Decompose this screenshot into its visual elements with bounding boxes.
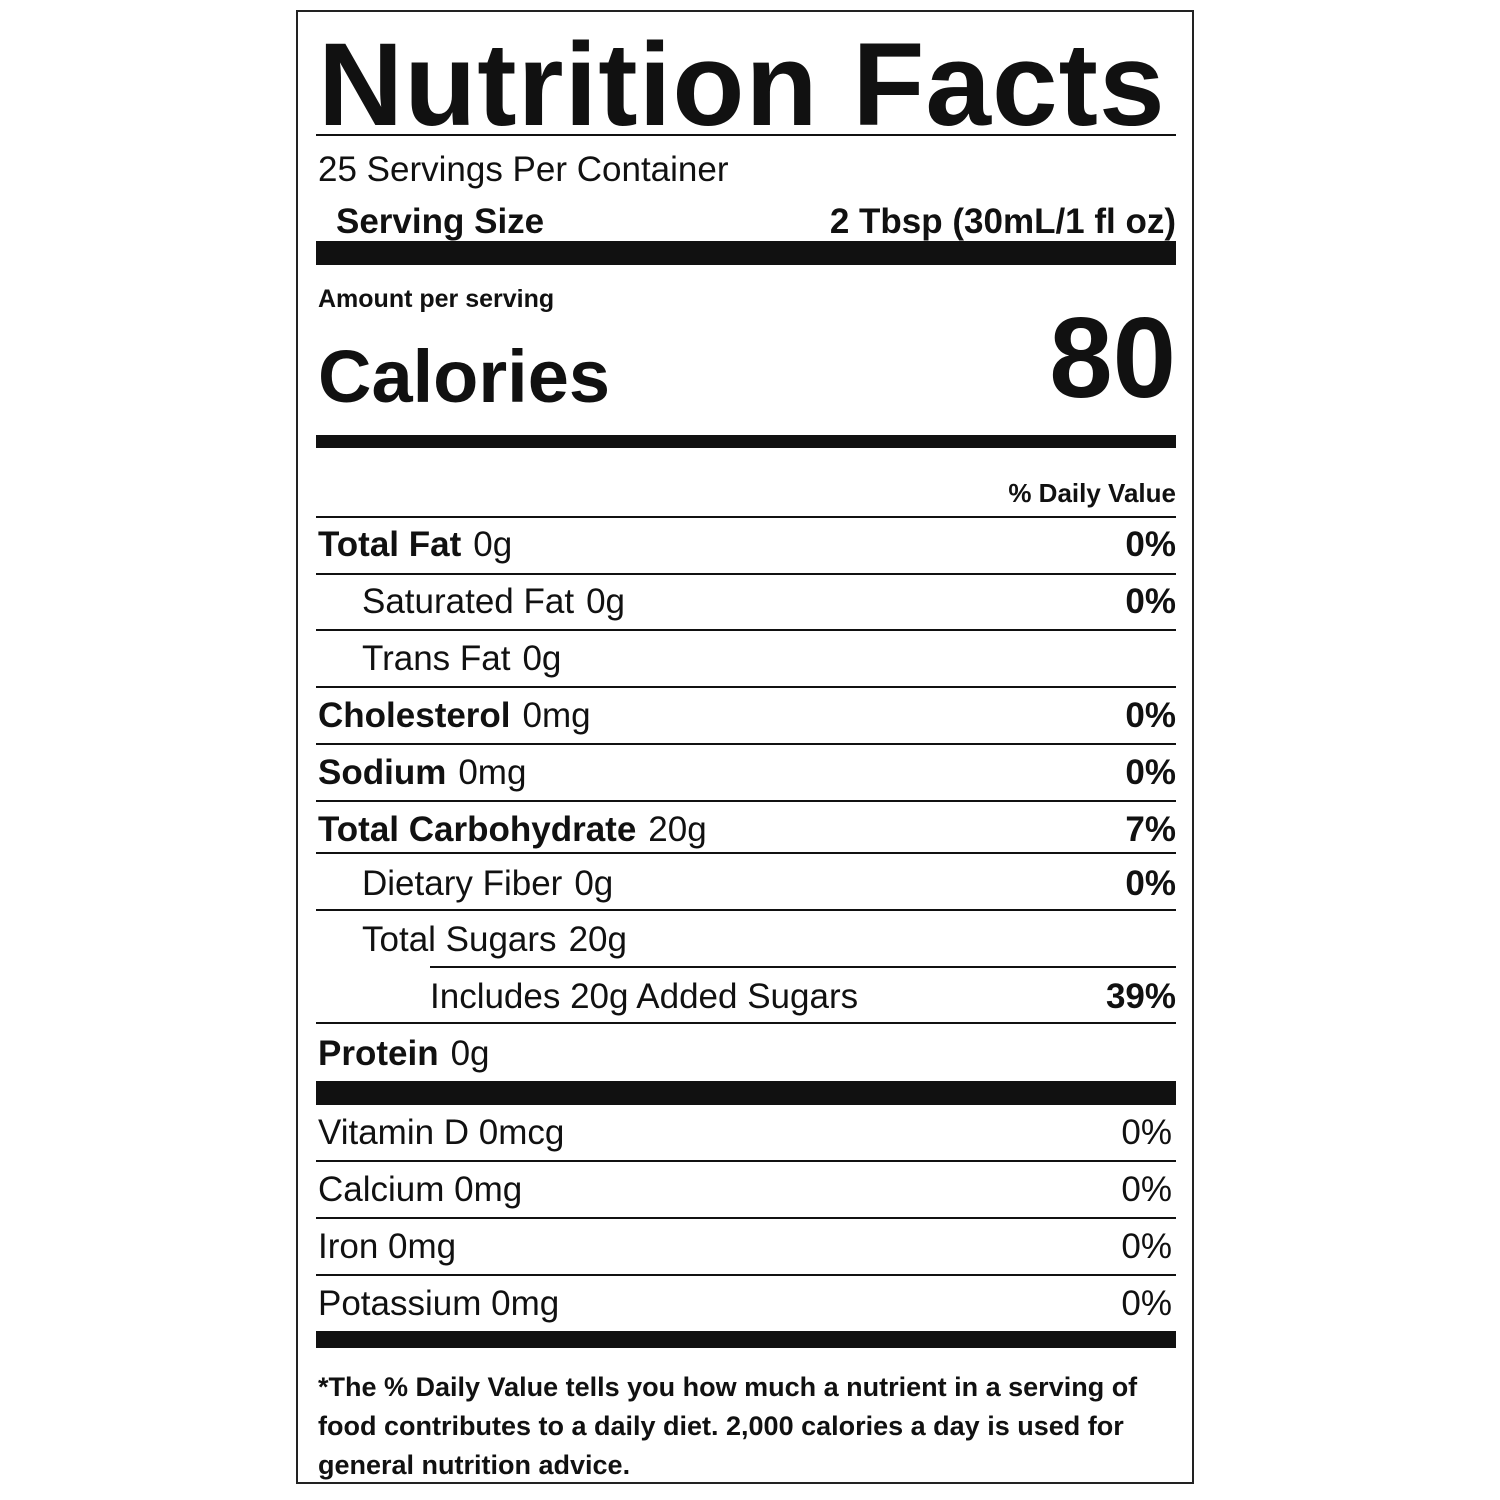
divider-thick: [316, 435, 1176, 448]
nutrient-row: Sodium 0mg: [318, 755, 526, 790]
nutrient-name: Total Fat: [318, 525, 462, 564]
nutrient-amount: 0g: [586, 582, 626, 621]
nutrient-daily-value: 7%: [1125, 810, 1176, 849]
servings-per-container: 25 Servings Per Container: [318, 150, 729, 189]
divider-thick: [316, 241, 1176, 265]
nutrient-name: Includes 20g Added Sugars: [430, 977, 859, 1016]
divider: [316, 800, 1176, 802]
serving-size-value: 2 Tbsp (30mL/1 fl oz): [829, 202, 1176, 241]
vitamin-daily-value: 0%: [1121, 1284, 1172, 1323]
nutrient-amount: 0mg: [522, 696, 591, 735]
divider: [316, 573, 1176, 575]
amount-per-serving: Amount per serving: [318, 285, 555, 313]
divider: [316, 1217, 1176, 1219]
nutrient-name: Total Carbohydrate: [318, 810, 637, 849]
daily-value-header: % Daily Value: [1008, 478, 1176, 508]
nutrient-amount: 0g: [450, 1034, 490, 1073]
nutrient-row: Trans Fat 0g: [362, 641, 561, 676]
nutrient-daily-value: 0%: [1125, 525, 1176, 564]
nutrient-row: Saturated Fat 0g: [362, 584, 625, 619]
serving-size-label: Serving Size: [336, 202, 545, 241]
nutrient-name: Saturated Fat: [362, 582, 575, 621]
vitamin-name: Calcium 0mg: [318, 1170, 523, 1209]
divider: [316, 909, 1176, 911]
vitamin-daily-value: 0%: [1121, 1170, 1172, 1209]
footnote: *The % Daily Value tells you how much a …: [318, 1372, 1138, 1480]
nutrient-amount: 0g: [473, 525, 513, 564]
nutrient-name: Protein: [318, 1034, 439, 1073]
divider: [316, 686, 1176, 688]
nutrient-amount: 0mg: [458, 753, 527, 792]
divider: [316, 852, 1176, 854]
divider: [316, 1274, 1176, 1276]
nutrient-daily-value: 0%: [1125, 582, 1176, 621]
divider: [430, 966, 1176, 968]
calories-label: Calories: [318, 335, 611, 418]
nutrient-name: Cholesterol: [318, 696, 511, 735]
divider-thick: [316, 1081, 1176, 1105]
nutrient-daily-value: 0%: [1125, 864, 1176, 903]
nutrient-row: Protein 0g: [318, 1036, 490, 1071]
nutrient-name: Dietary Fiber: [362, 864, 563, 903]
nutrient-row: Includes 20g Added Sugars: [430, 979, 870, 1014]
divider: [316, 134, 1176, 136]
divider: [316, 629, 1176, 631]
nutrient-amount: 20g: [568, 920, 627, 959]
nutrient-amount: 20g: [648, 810, 707, 849]
vitamin-daily-value: 0%: [1121, 1113, 1172, 1152]
calories-value: 80: [1049, 295, 1176, 422]
nutrient-row: Total Fat 0g: [318, 527, 512, 562]
nutrient-name: Trans Fat: [362, 639, 511, 678]
nutrient-daily-value: 39%: [1105, 977, 1176, 1016]
divider: [316, 1160, 1176, 1162]
nutrient-row: Total Sugars 20g: [362, 922, 627, 957]
nutrient-daily-value: 0%: [1125, 753, 1176, 792]
nutrient-amount: 0g: [522, 639, 562, 678]
nutrient-row: Cholesterol 0mg: [318, 698, 591, 733]
vitamin-name: Iron 0mg: [318, 1227, 457, 1266]
vitamin-name: Vitamin D 0mcg: [318, 1113, 565, 1152]
vitamin-daily-value: 0%: [1121, 1227, 1172, 1266]
nutrient-row: Total Carbohydrate 20g: [318, 812, 707, 847]
divider: [316, 743, 1176, 745]
label-title: Nutrition Facts: [318, 19, 1166, 151]
vitamin-name: Potassium 0mg: [318, 1284, 560, 1323]
nutrient-amount: 0g: [574, 864, 614, 903]
nutrient-name: Sodium: [318, 753, 447, 792]
divider: [316, 516, 1176, 518]
nutrient-row: Dietary Fiber 0g: [362, 866, 613, 901]
divider-thick: [316, 1331, 1176, 1348]
nutrient-daily-value: 0%: [1125, 696, 1176, 735]
nutrient-name: Total Sugars: [362, 920, 557, 959]
divider: [316, 1022, 1176, 1024]
nutrition-label: [296, 10, 1194, 1484]
